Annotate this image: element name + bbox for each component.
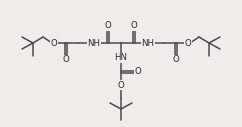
Text: O: O	[63, 55, 69, 65]
Text: NH: NH	[142, 38, 154, 47]
Text: O: O	[173, 55, 179, 65]
Text: O: O	[51, 38, 57, 47]
Text: HN: HN	[114, 53, 128, 62]
Text: O: O	[135, 67, 141, 76]
Text: O: O	[185, 38, 191, 47]
Text: O: O	[105, 21, 111, 30]
Text: O: O	[118, 81, 124, 90]
Text: O: O	[131, 21, 137, 30]
Text: NH: NH	[88, 38, 100, 47]
